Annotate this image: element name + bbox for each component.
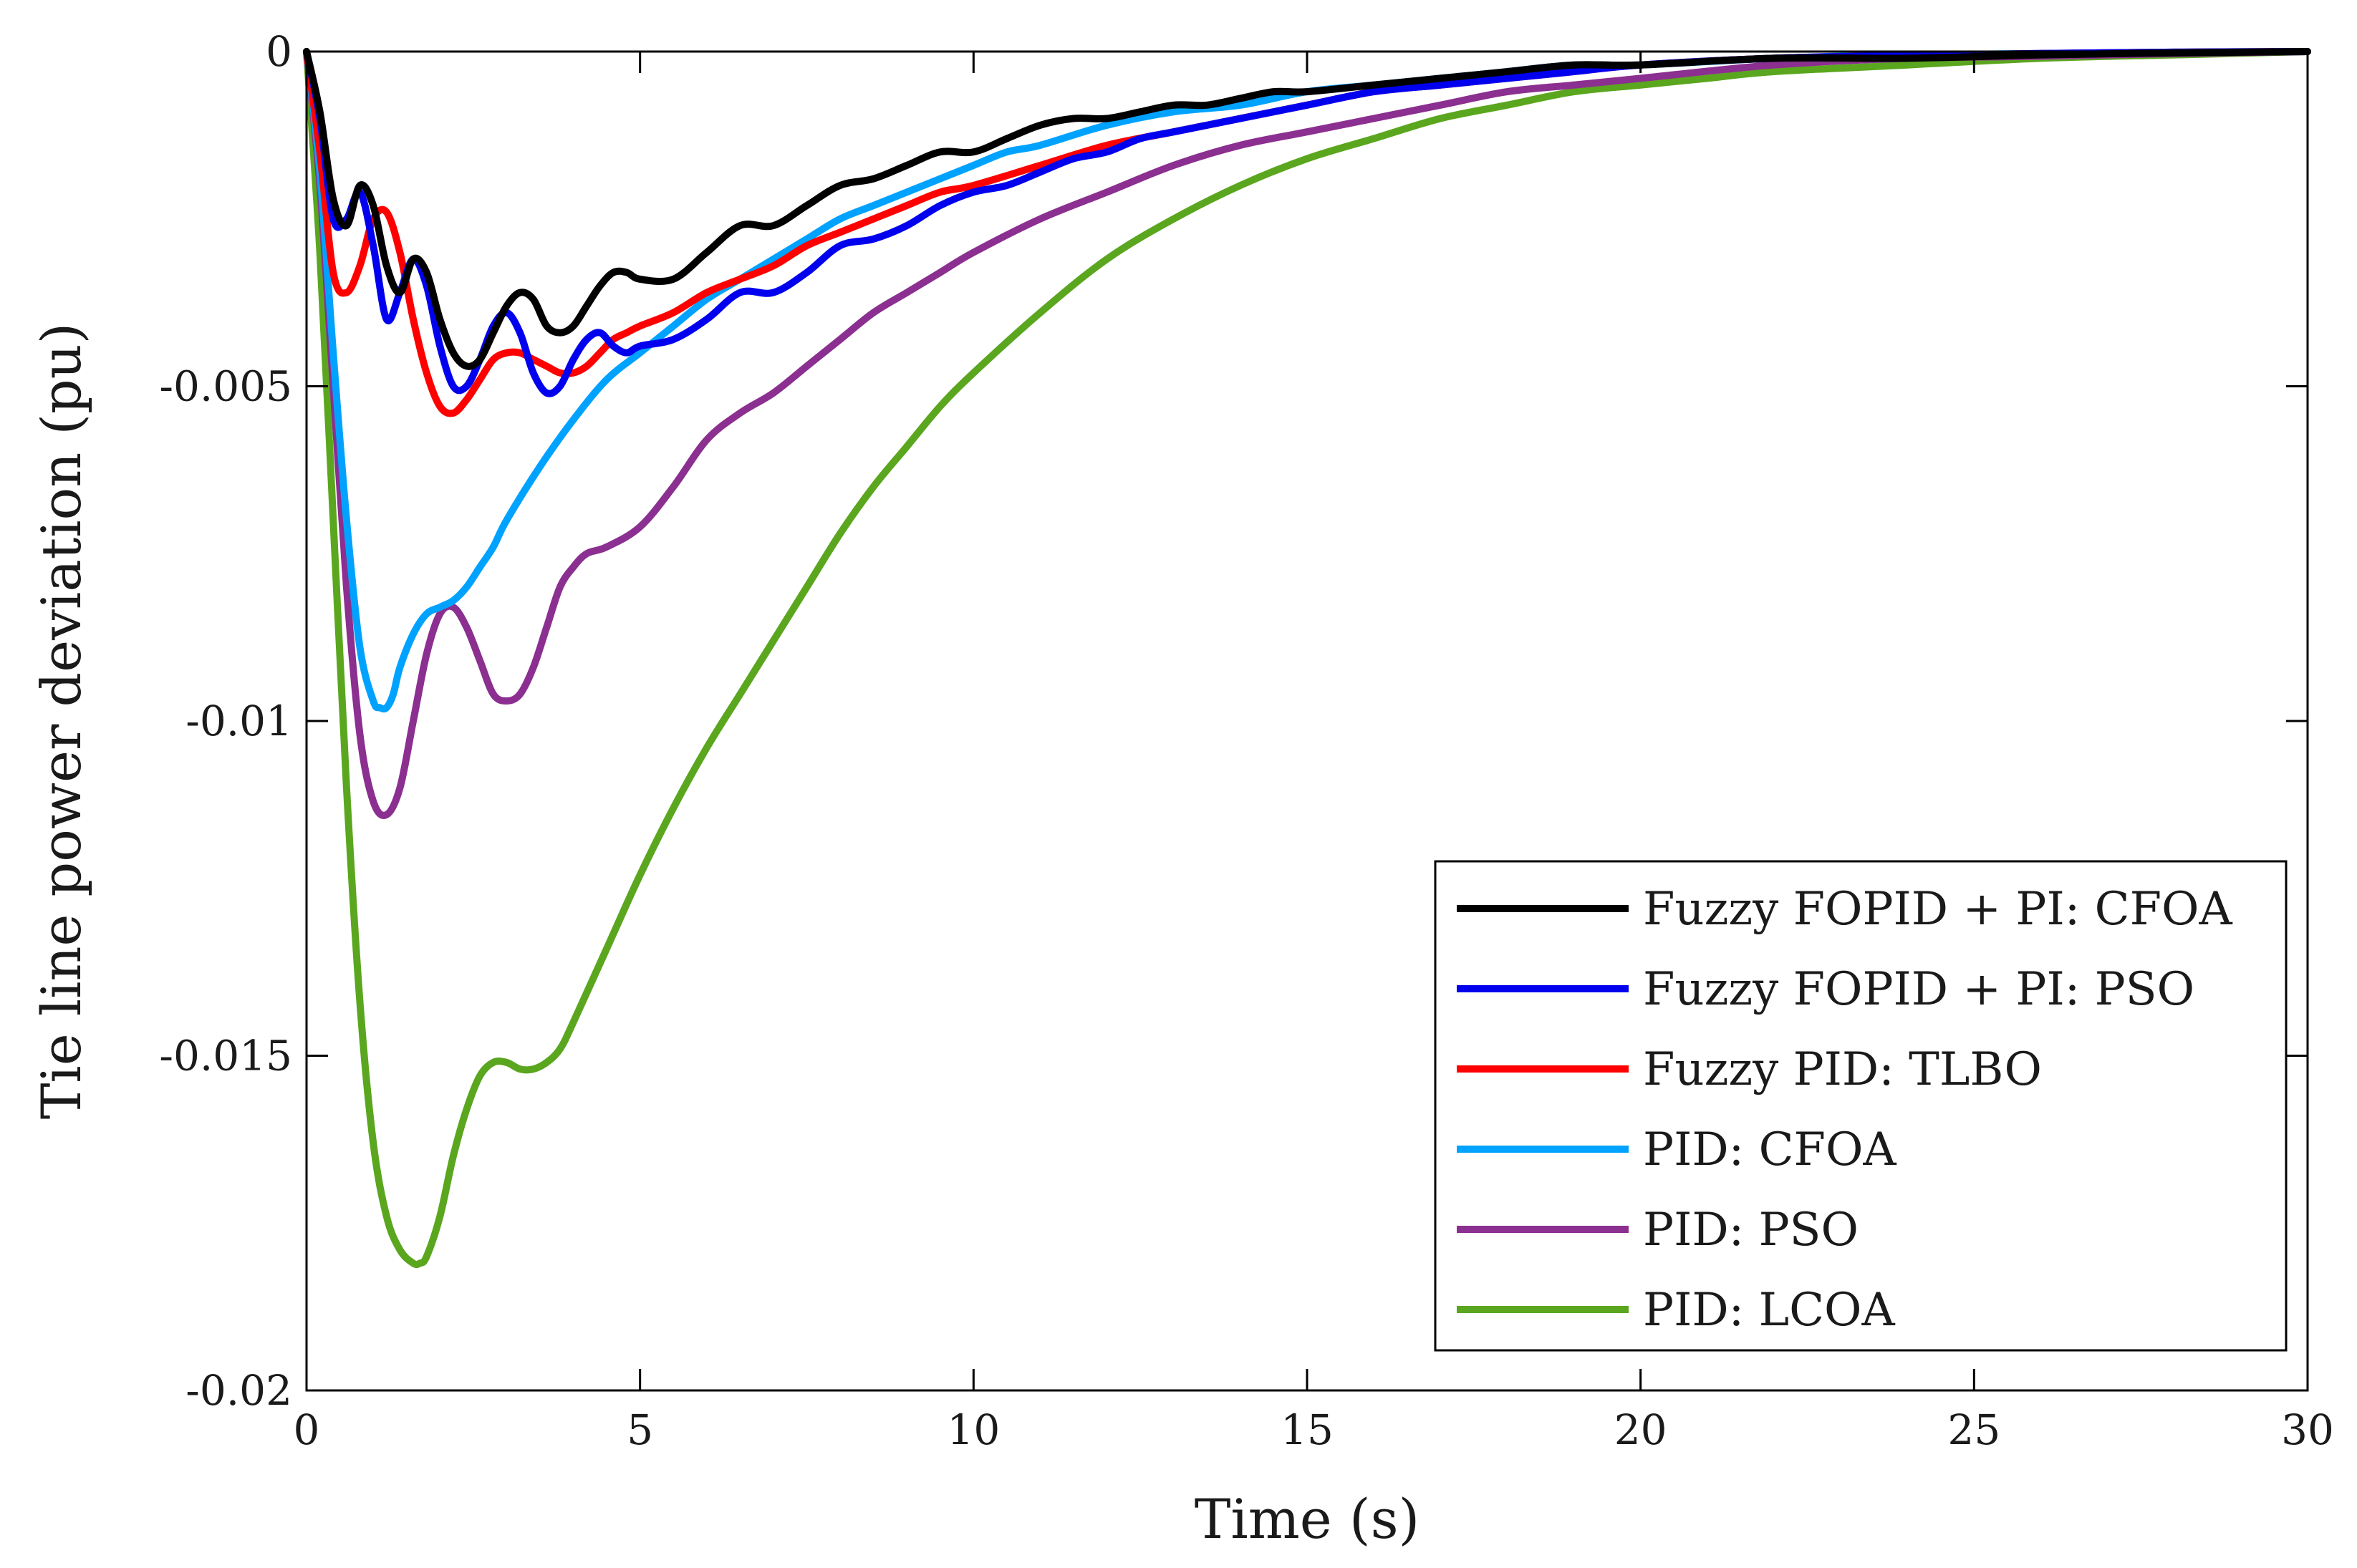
x-tick-label: 30	[2281, 1405, 2334, 1454]
series-line-1	[303, 48, 2311, 370]
x-tick-label: 10	[947, 1405, 1000, 1454]
y-tick-label: 0	[266, 27, 292, 76]
legend-label: PID: LCOA	[1643, 1284, 1896, 1337]
x-tick-label: 0	[294, 1405, 320, 1454]
legend-label: PID: PSO	[1643, 1204, 1859, 1257]
series-line-2	[303, 48, 2311, 397]
legend-label: Fuzzy FOPID + PI: CFOA	[1643, 883, 2233, 936]
plot-lines	[303, 48, 2311, 1269]
legend: Fuzzy FOPID + PI: CFOA Fuzzy FOPID + PI: …	[1434, 860, 2288, 1352]
legend-label: Fuzzy PID: TLBO	[1643, 1043, 2042, 1096]
legend-label: PID: CFOA	[1643, 1123, 1896, 1176]
y-axis-title: Tie line power deviation (pu)	[29, 323, 93, 1120]
series-line-6	[303, 48, 2311, 1269]
x-tick-label: 15	[1281, 1405, 1334, 1454]
y-tick-label: -0.005	[159, 362, 292, 411]
x-tick-label: 5	[627, 1405, 653, 1454]
legend-box	[1434, 860, 2288, 1352]
y-tick-label: -0.02	[185, 1366, 292, 1415]
x-tick-label: 20	[1614, 1405, 1667, 1454]
x-tick-label: 25	[1947, 1405, 2000, 1454]
series-line-5	[303, 48, 2311, 819]
legend-label: Fuzzy FOPID + PI: PSO	[1643, 963, 2194, 1016]
y-tick-label: -0.01	[185, 697, 292, 745]
y-tick-label: -0.015	[159, 1032, 292, 1080]
x-axis-title: Time (s)	[1195, 1487, 1420, 1551]
axis-ticks: 0 5 10 15 20 25 30 0 -0.005 -0.01 -0.015 -0.02	[159, 27, 2334, 1454]
